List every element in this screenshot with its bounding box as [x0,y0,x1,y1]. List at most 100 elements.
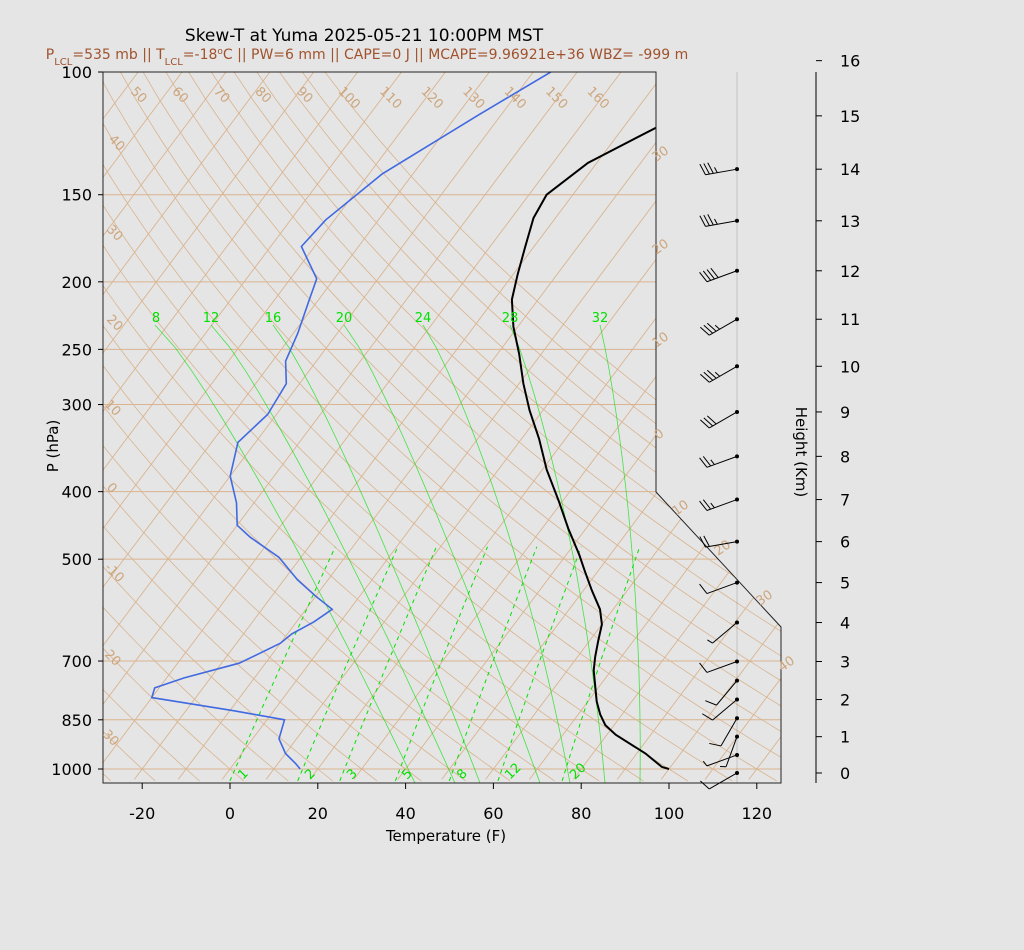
height-tick-label: 7 [840,491,850,510]
mixing-ratio-line [448,546,538,782]
height-axis-label: Height (Km) [792,407,810,498]
height-tick-label: 3 [840,653,850,672]
height-tick-label: 8 [840,447,850,466]
height-tick-label: 16 [840,52,860,71]
wind-barb-staff [716,680,738,706]
x-tick-label: -20 [129,804,155,823]
wind-barbs [699,72,739,790]
wind-barb [699,580,739,595]
isotherm-line [881,72,1024,779]
p-tick-label: 1000 [51,760,92,779]
moist-adiabat-line [154,324,416,783]
wind-barb-flag [699,271,708,283]
dry-adiabat-line [111,72,781,782]
wind-barb-staff [706,754,738,767]
y-axis-label: P (hPa) [44,420,62,473]
isotherm-line [177,72,710,780]
dry-adiabat-line [103,72,333,782]
isotherm-line [103,72,315,780]
wind-barb [699,162,739,176]
height-tick-label: 11 [840,310,860,329]
isotherm-line [353,72,781,780]
sounding-profiles [150,72,754,770]
wind-barb-flag [702,760,708,767]
wind-barb-flag [703,214,710,226]
isotherm-line [1012,72,1024,779]
dry-adiabat-line [156,72,781,782]
height-tick-label: 5 [840,574,850,593]
wind-barb-flag [703,324,714,334]
isotherm-line [103,72,534,780]
mixing-ratio-line [561,546,641,782]
dry-adiabat-line [103,72,245,782]
height-tick-label: 9 [840,403,850,422]
wind-barb-staff [709,318,738,336]
wind-barb-staff [706,270,738,283]
dry-adiabat-line [103,72,422,782]
height-tick-label: 15 [840,107,860,126]
chart-title: Skew-T at Yuma 2025-05-21 10:00PM MST [185,26,544,46]
wind-barb-flag [702,270,712,281]
mixing-ratio-label: 32 [592,311,609,326]
height-tick-label: 4 [840,614,850,633]
wind-barb-flag [702,499,712,510]
wind-barb-flag [714,371,721,377]
dry-adiabat-line [103,72,600,782]
moist-adiabat-line [422,324,571,783]
p-tick-label: 300 [61,396,92,415]
moist-adiabat-line [272,324,481,783]
wind-barb [699,659,739,673]
isotherm-line [103,72,227,780]
p-tick-label: 200 [61,273,92,292]
wind-barb-flag [714,324,721,330]
isotherm-line [103,72,490,780]
wind-barb-staff [706,455,738,468]
wind-barb-staff [706,582,738,595]
wind-barb-flag [705,700,717,706]
wind-barb-staff [709,411,738,429]
x-tick-label: 0 [225,804,235,823]
dry-adiabat-line [103,72,200,782]
dry-adiabat-line [103,72,289,782]
x-tick-label: 100 [654,804,685,823]
wind-barb [699,267,739,283]
wind-barb-staff [709,772,738,790]
wind-barb-flag [706,369,717,379]
height-tick-label: 10 [840,357,860,376]
wind-barb-flag [703,371,714,381]
isotherm-line [616,72,781,780]
wind-barb-flag [702,456,712,467]
wind-barb-flag [710,267,719,278]
dry-adiabat-line [103,72,777,782]
axes: -20 0 20 40 60 80 100 120 100 150 200 250 300 400 500 7… [51,63,772,823]
wind-barb-staff [705,220,738,227]
wind-barb [700,364,739,383]
wind-barb-flag [710,502,715,509]
isotherm-line [837,72,1024,779]
isotherm-line [573,72,781,780]
moist-adiabat-line [210,324,456,783]
wind-barb-flag [703,535,710,547]
wind-barb-flag [703,417,714,427]
isotherm-line [0,72,50,779]
x-tick-label: 40 [395,804,415,823]
wind-barb-staff [706,499,738,511]
wind-barb-flag [700,419,710,429]
mixing-ratio-label: 16 [265,311,282,326]
wind-barb-staff [712,622,738,644]
wind-barb-flag [700,780,710,790]
height-tick-label: 13 [840,212,860,231]
height-tick-label: 12 [840,262,860,281]
wind-barb-flag [707,639,713,644]
plot-area [103,72,781,783]
wind-barb-flag [699,163,706,175]
dry-adiabat-line [103,72,378,782]
mixing-ratio-label: 20 [336,311,353,326]
wind-barb-flag [699,536,706,548]
x-tick-label: 60 [483,804,503,823]
wind-barb-flag [707,162,714,174]
height-tick-label: 1 [840,728,850,747]
x-tick-label: 80 [571,804,591,823]
wind-barb-flag [707,214,714,226]
